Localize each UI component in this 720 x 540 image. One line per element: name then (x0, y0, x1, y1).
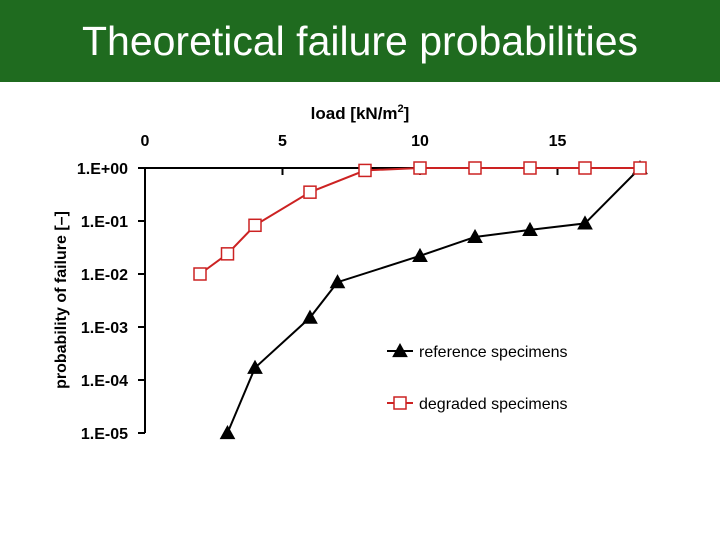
x-tick-label: 0 (141, 133, 150, 150)
y-tick-label: 1.E-05 (81, 426, 128, 443)
data-point (302, 309, 318, 324)
x-tick-label: 5 (278, 133, 287, 150)
series-group (193, 159, 648, 440)
series-line-reference (226, 167, 641, 434)
data-point (468, 161, 482, 175)
y-axis-label: probability of failure [–] (53, 211, 70, 389)
data-point (193, 267, 207, 281)
legend-label: reference specimens (419, 344, 568, 361)
data-point (522, 221, 538, 236)
y-tick-label: 1.E-03 (81, 320, 128, 337)
data-point (413, 161, 427, 175)
y-tick-label: 1.E+00 (77, 161, 128, 178)
data-point (219, 424, 236, 440)
y-tick-label: 1.E-02 (81, 267, 128, 284)
title-bar: Theoretical failure probabilities (0, 0, 720, 82)
x-tick-label: 10 (411, 133, 429, 150)
data-point (358, 163, 372, 178)
legend-marker (392, 342, 408, 358)
axes-group: 1.E+00 1.E-01 1.E-02 1.E-03 1.E-04 1.E-05 0 5 10… (77, 133, 640, 443)
page-title: Theoretical failure probabilities (81, 18, 639, 64)
x-axis-label: load [kN/m2] (311, 103, 410, 123)
data-point (577, 215, 593, 230)
data-point (578, 161, 592, 175)
data-point (247, 359, 263, 374)
data-point (248, 218, 262, 233)
x-tick-label: 15 (549, 133, 567, 150)
data-point (467, 228, 483, 244)
legend-marker (393, 396, 407, 410)
y-tick-label: 1.E-01 (81, 214, 128, 231)
legend-label: degraded specimens (419, 396, 568, 413)
data-point (523, 161, 537, 175)
legend: reference specimens degraded specimens (387, 342, 568, 413)
data-point (329, 274, 346, 289)
legend-item-reference: reference specimens (387, 342, 568, 361)
data-point (633, 161, 647, 175)
y-tick-label: 1.E-04 (81, 373, 128, 390)
data-point (412, 247, 428, 262)
legend-item-degraded: degraded specimens (387, 396, 568, 413)
data-point (303, 185, 317, 199)
series-line-degraded (199, 167, 640, 275)
data-point (220, 247, 235, 261)
